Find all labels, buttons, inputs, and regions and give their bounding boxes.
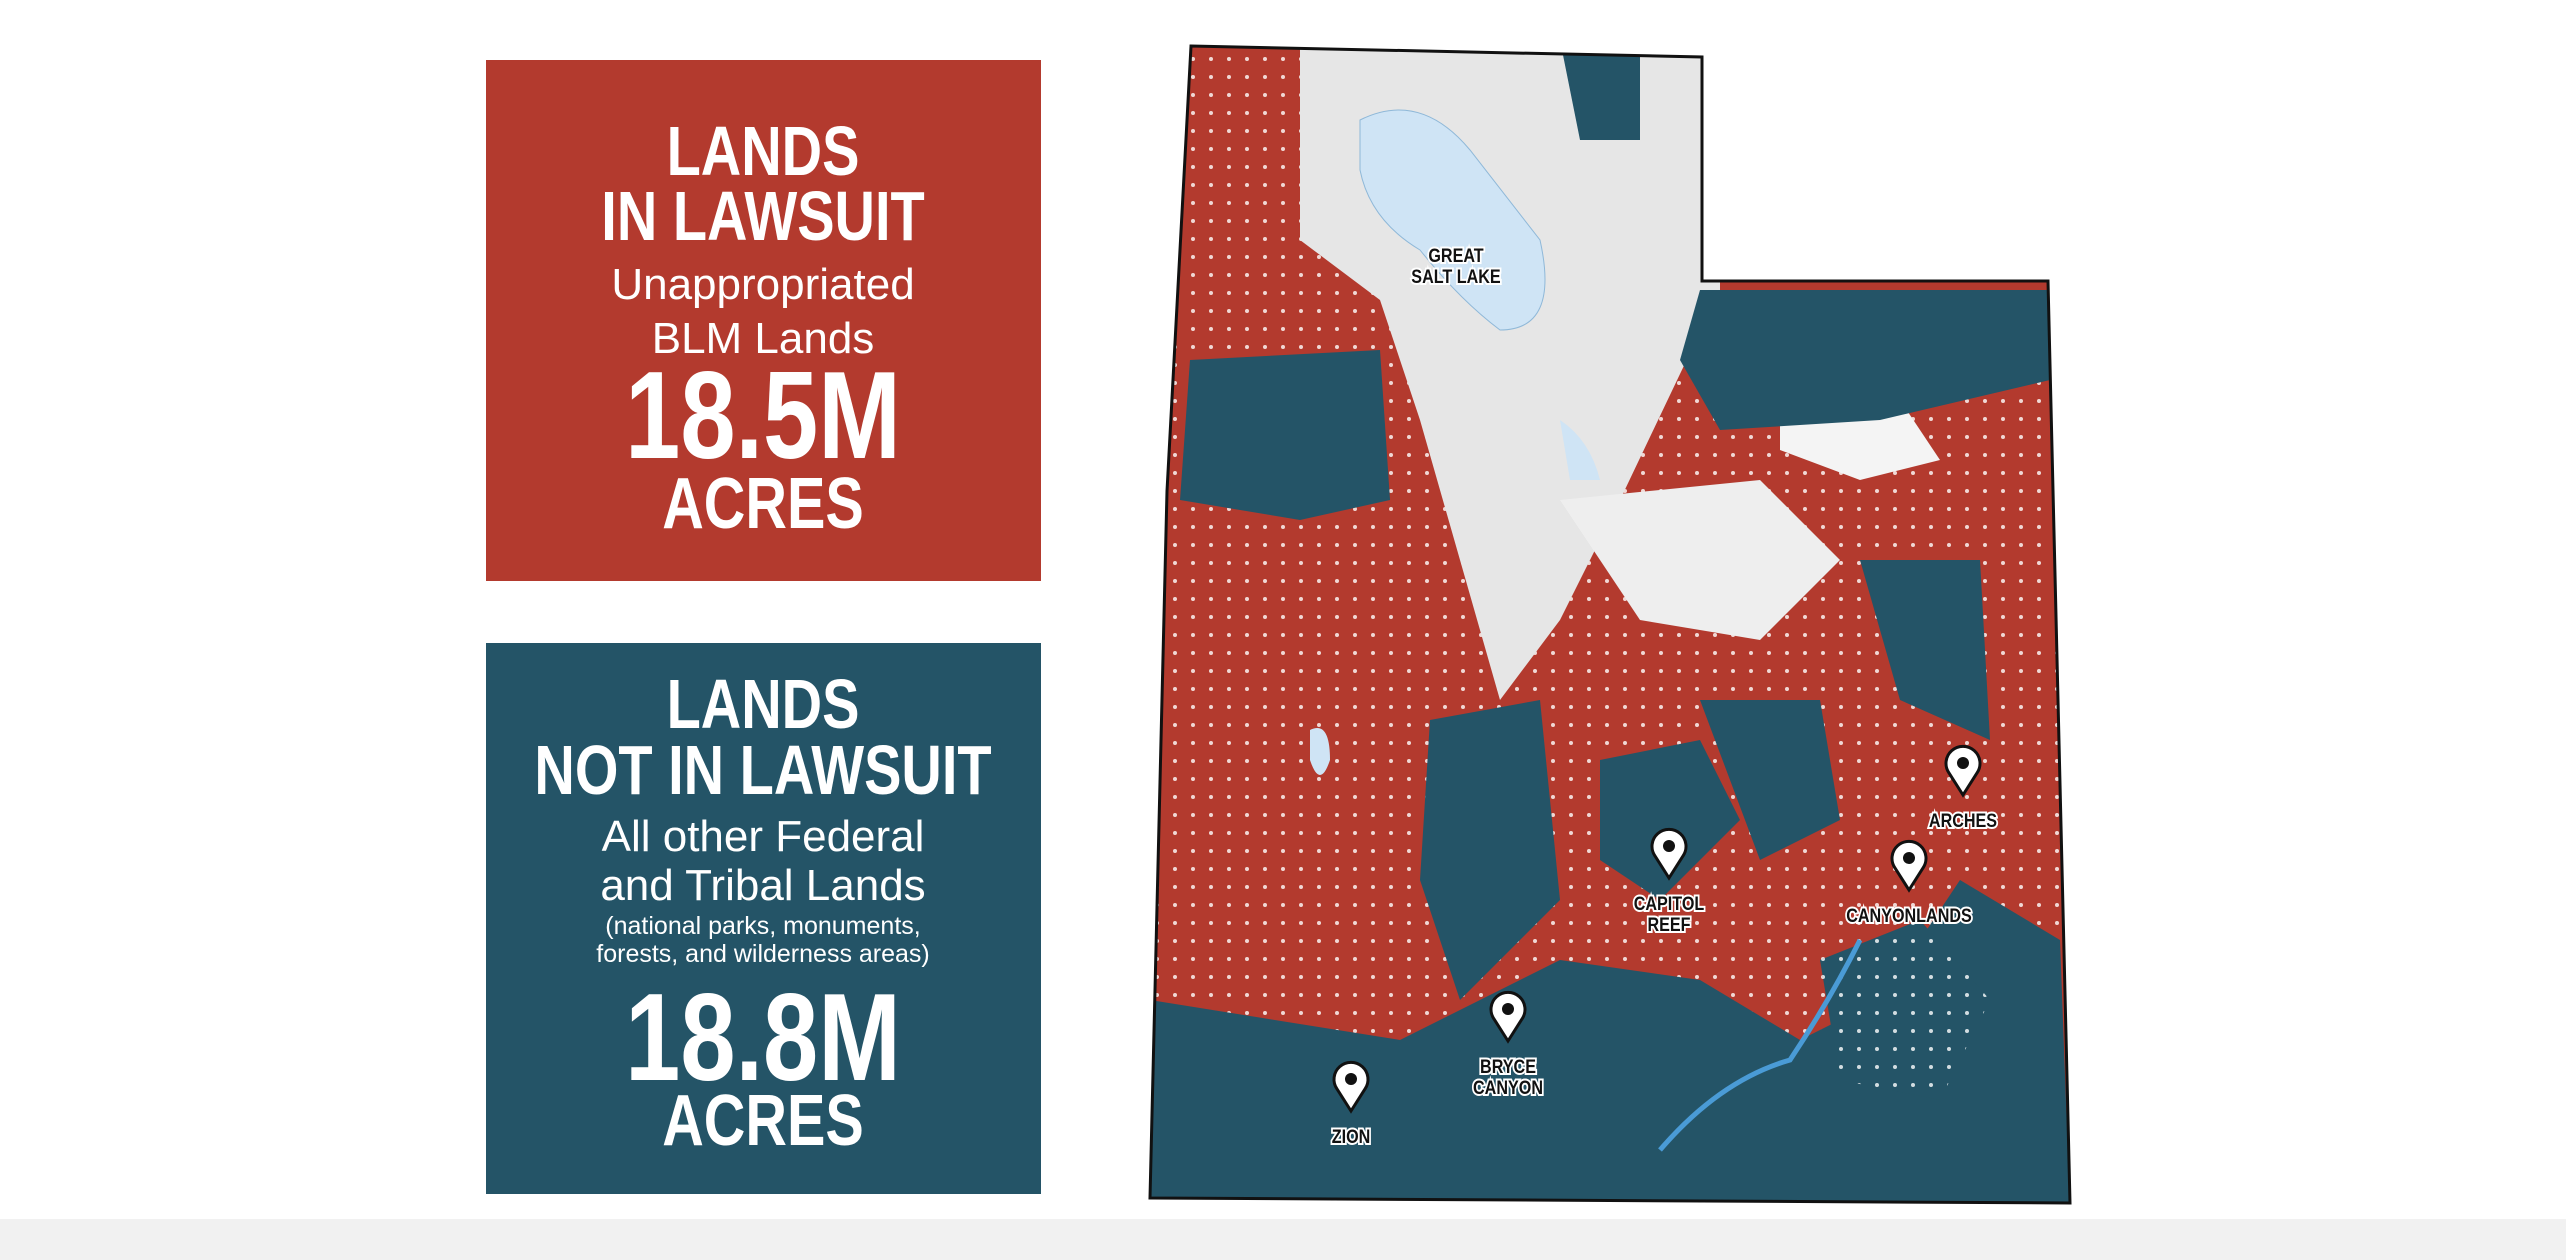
map-pin-dot [1957, 757, 1969, 769]
map-label: REEF [1647, 914, 1690, 936]
panel-subtitle: Unappropriated [611, 260, 914, 309]
panel-unit: ACRES [662, 463, 864, 544]
map-label: ARCHES [1929, 810, 1997, 832]
panel-title: NOT IN LAWSUIT [534, 732, 991, 809]
map-pin [1332, 1060, 1370, 1114]
map-label: CAPITOL [1634, 893, 1705, 915]
footer-strip [0, 1219, 2566, 1260]
state-outline [1148, 44, 2072, 1205]
panel-title: LANDS [667, 666, 860, 743]
map-label-group: CANYONLANDS [1844, 839, 1974, 928]
map-pin-dot [1663, 840, 1675, 852]
panel-subtitle: BLM Lands [652, 314, 875, 363]
map-label: SALT LAKE [1411, 266, 1501, 288]
map-pin [1650, 827, 1688, 881]
map-label: CANYONLANDS [1846, 905, 1972, 927]
panel-note: (national parks, monuments, [605, 912, 920, 940]
utah-map [1150, 46, 2070, 1203]
panel-amount: 18.5M [625, 345, 901, 484]
non-lawsuit-panel [486, 643, 1041, 1194]
panel-note: forests, and wilderness areas) [596, 940, 929, 968]
panel-unit: ACRES [662, 1080, 864, 1161]
map-pin-dot [1502, 1003, 1514, 1015]
panel-subtitle: All other Federal [602, 812, 925, 861]
map-label-group: ARCHES [1927, 744, 1999, 833]
map-pin-dot [1345, 1073, 1357, 1085]
condensed-label: ZION [1330, 1124, 1372, 1149]
map-label: BRYCE [1480, 1056, 1536, 1078]
map-pin-dot [1903, 852, 1915, 864]
panel-title: LANDS [667, 113, 860, 190]
panel-subtitle: and Tribal Lands [600, 861, 925, 910]
map-pin [1890, 839, 1928, 893]
panel-title: IN LAWSUIT [601, 178, 925, 255]
map-label-group: ZION [1330, 1060, 1372, 1149]
condensed-label: ARCHES [1927, 808, 1999, 833]
lawsuit-panel [486, 60, 1041, 581]
condensed-label: CANYONLANDS [1844, 903, 1973, 928]
map-label: GREAT [1428, 245, 1484, 267]
map-pin [1944, 744, 1982, 798]
map-pin [1489, 990, 1527, 1044]
map-label: ZION [1332, 1126, 1371, 1148]
panel-amount: 18.8M [625, 967, 901, 1106]
map-label: CANYON [1473, 1077, 1543, 1099]
